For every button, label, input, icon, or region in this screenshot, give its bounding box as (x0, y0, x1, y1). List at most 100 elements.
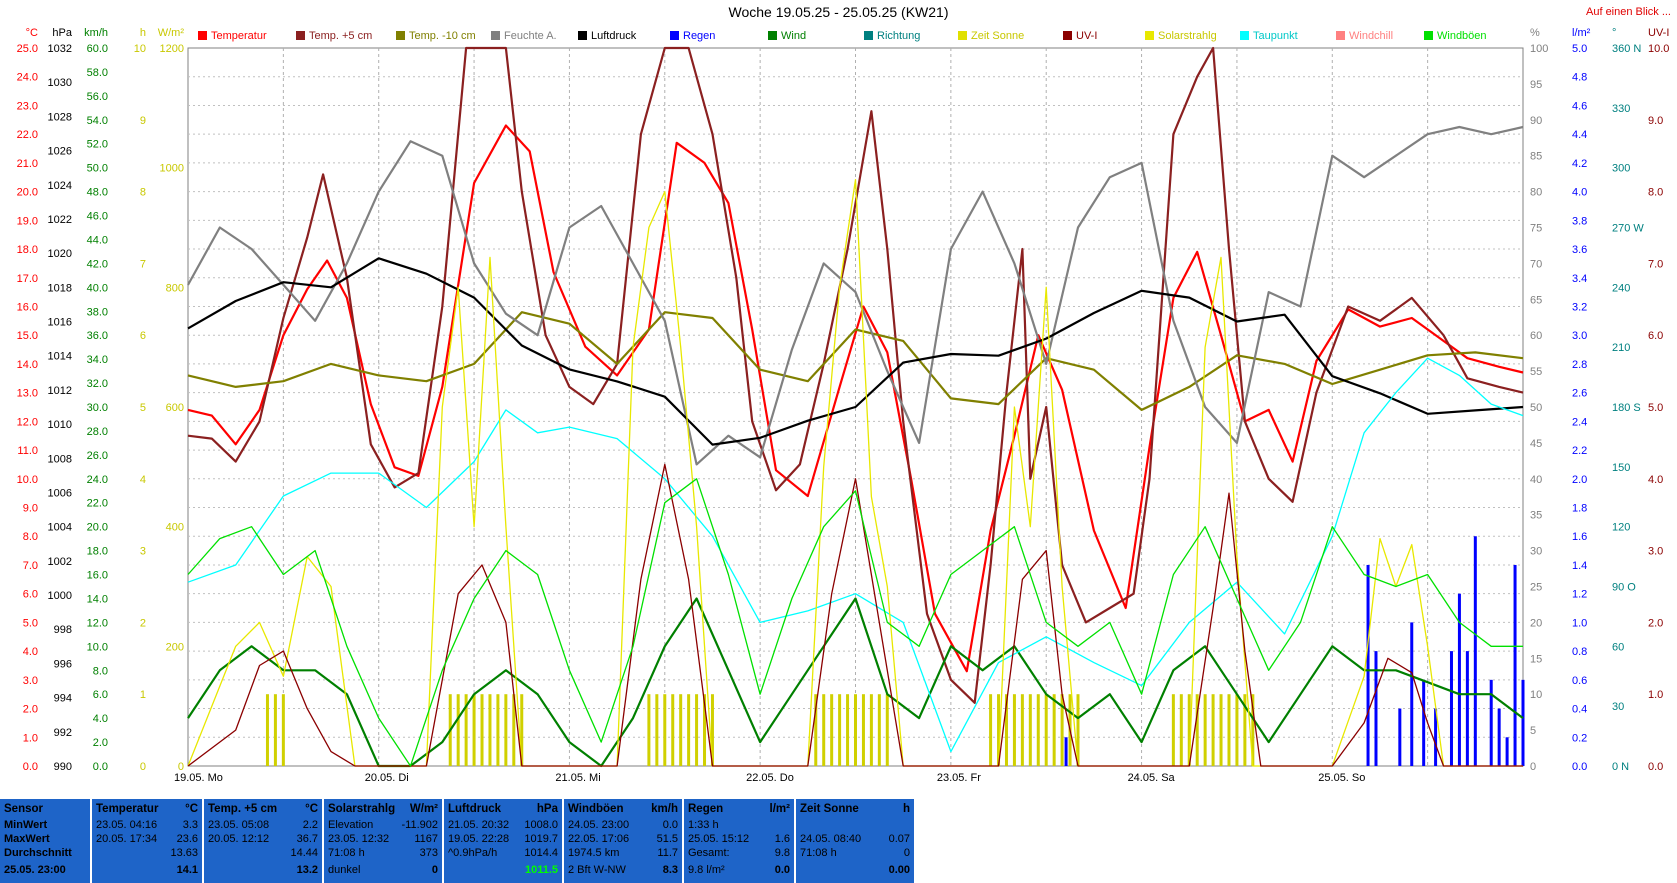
stats-header: Luftdruck hPa (448, 803, 558, 815)
x-tick-label: 19.05. Mo (174, 772, 223, 784)
stats-panel-temp5: Temp. +5 cm °C 23.05. 05:08 2.2 20.05. 12:12… (204, 799, 322, 883)
axis-tick-rain: 0.8 (1572, 646, 1587, 658)
axis-tick-wind: 44.0 (87, 234, 108, 246)
axis-tick-temp: 19.0 (17, 215, 38, 227)
x-tick-label: 22.05. Do (746, 772, 794, 784)
stats-cell-value: 23.6 (176, 833, 198, 845)
stats-cell-label: Gesamt: (688, 847, 730, 859)
axis-tick-temp: 5.0 (23, 617, 38, 629)
stats-cell-label: 71:08 h (328, 847, 365, 859)
overview-link[interactable]: Auf einen Blick ... (1586, 6, 1671, 18)
axis-tick-wind: 12.0 (87, 617, 108, 629)
sunshine-bar (703, 694, 707, 766)
sunshine-bar (1251, 694, 1255, 766)
rain-bar (1374, 651, 1378, 766)
axis-unit-temp: °C (26, 27, 38, 39)
stats-header-sensor: Sensor (4, 803, 43, 815)
axis-tick-direction: 210 (1612, 342, 1630, 354)
axis-tick-wind: 24.0 (87, 474, 108, 486)
stats-unit: l/m² (769, 803, 790, 815)
sunshine-bar (265, 694, 269, 766)
legend-label: Regen (683, 30, 716, 42)
axis-tick-pressure: 1010 (48, 419, 72, 431)
axis-tick-sun_hours: 6 (140, 330, 146, 342)
axis-tick-temp: 23.0 (17, 100, 38, 112)
stats-cell-value: 11.7 (657, 847, 678, 859)
legend-swatch (396, 31, 405, 40)
sunshine-bar (273, 694, 277, 766)
rain-bar (1465, 651, 1469, 766)
sunshine-bar (1044, 694, 1048, 766)
stats-panel-luftdruck: Luftdruck hPa 21.05. 20:32 1008.0 19.05. 22:… (444, 799, 562, 883)
sunshine-bar (1052, 694, 1056, 766)
axis-tick-rain: 4.0 (1572, 187, 1587, 199)
stats-cell-label: 24.05. 23:00 (568, 819, 630, 831)
axis-tick-temp: 22.0 (17, 129, 38, 141)
legend-label: Windböen (1437, 30, 1487, 42)
axis-tick-pressure: 1014 (48, 351, 72, 363)
stats-row: ^0.9hPa/h 1014.4 (448, 847, 558, 861)
axis-tick-humidity: 0 (1530, 761, 1536, 773)
legend-label: Solarstrahlg (1158, 30, 1217, 42)
legend-swatch (1336, 31, 1345, 40)
x-tick-label: 25.05. So (1318, 772, 1365, 784)
axis-tick-solar: 1200 (160, 43, 184, 55)
sunshine-bar (504, 694, 508, 766)
rain-bar (1422, 679, 1426, 766)
legend-item: Regen (670, 30, 715, 42)
stats-cell-label: Elevation (328, 819, 374, 831)
axis-tick-temp: 4.0 (23, 646, 38, 658)
axis-tick-wind: 14.0 (87, 593, 108, 605)
legend-item: Windböen (1424, 30, 1487, 42)
rain-bar (1398, 708, 1402, 766)
axis-tick-wind: 38.0 (87, 306, 108, 318)
axis-tick-wind: 0.0 (93, 761, 108, 773)
axis-tick-rain: 2.2 (1572, 445, 1587, 457)
sunshine-bar (838, 694, 842, 766)
legend-swatch (1240, 31, 1249, 40)
axis-tick-humidity: 85 (1530, 151, 1542, 163)
series-line-solarstrahlg (187, 178, 1523, 767)
sunshine-bar (1036, 694, 1040, 766)
rain-bar (1513, 564, 1517, 766)
sunshine-bar (1179, 694, 1183, 766)
axis-tick-wind: 42.0 (87, 258, 108, 270)
stats-unit: km/h (651, 803, 678, 815)
legend-swatch (1424, 31, 1433, 40)
axis-tick-sun_hours: 9 (140, 115, 146, 127)
axis-tick-rain: 3.6 (1572, 244, 1587, 256)
rain-bar (1497, 708, 1501, 766)
legend-item: Solarstrahlg (1145, 30, 1217, 42)
sunshine-bar (989, 694, 993, 766)
stats-header: Zeit Sonne h (800, 803, 910, 815)
stats-row: 23.05. 12:32 1167 (328, 833, 438, 847)
stats-cell-value: 1011.5 (524, 864, 558, 876)
axis-tick-wind: 40.0 (87, 282, 108, 294)
stats-cell-value: 0.0 (774, 864, 790, 876)
stats-cell-value: 0.00 (888, 864, 910, 876)
legend-item: Richtung (864, 30, 920, 42)
axis-tick-rain: 2.4 (1572, 416, 1587, 428)
axis-tick-solar: 200 (166, 641, 184, 653)
sunshine-bar (1028, 694, 1032, 766)
sunshine-bar (846, 694, 850, 766)
legend-swatch (1063, 31, 1072, 40)
axis-unit-humidity: % (1530, 27, 1540, 39)
axis-tick-solar: 800 (166, 282, 184, 294)
sunshine-bar (997, 694, 1001, 766)
axis-unit-uv: UV-I (1648, 27, 1669, 39)
axis-tick-rain: 3.8 (1572, 215, 1587, 227)
stats-cell-label: 19.05. 22:28 (448, 833, 510, 845)
sunshine-bar (679, 694, 683, 766)
stats-cell-label: 71:08 h (800, 847, 837, 859)
axis-tick-rain: 4.2 (1572, 158, 1587, 170)
axis-tick-rain: 3.2 (1572, 301, 1587, 313)
sunshine-bar (472, 694, 476, 766)
axis-tick-sun_hours: 10 (134, 43, 146, 55)
axis-unit-rain: l/m² (1572, 27, 1591, 39)
sunshine-bar (647, 694, 651, 766)
stats-header: Windböen km/h (568, 803, 678, 815)
legend-label: Taupunkt (1253, 30, 1298, 42)
stats-panel-windboeen: Windböen km/h 24.05. 23:00 0.0 22.05. 17:06 5… (564, 799, 682, 883)
axis-tick-wind: 32.0 (87, 378, 108, 390)
